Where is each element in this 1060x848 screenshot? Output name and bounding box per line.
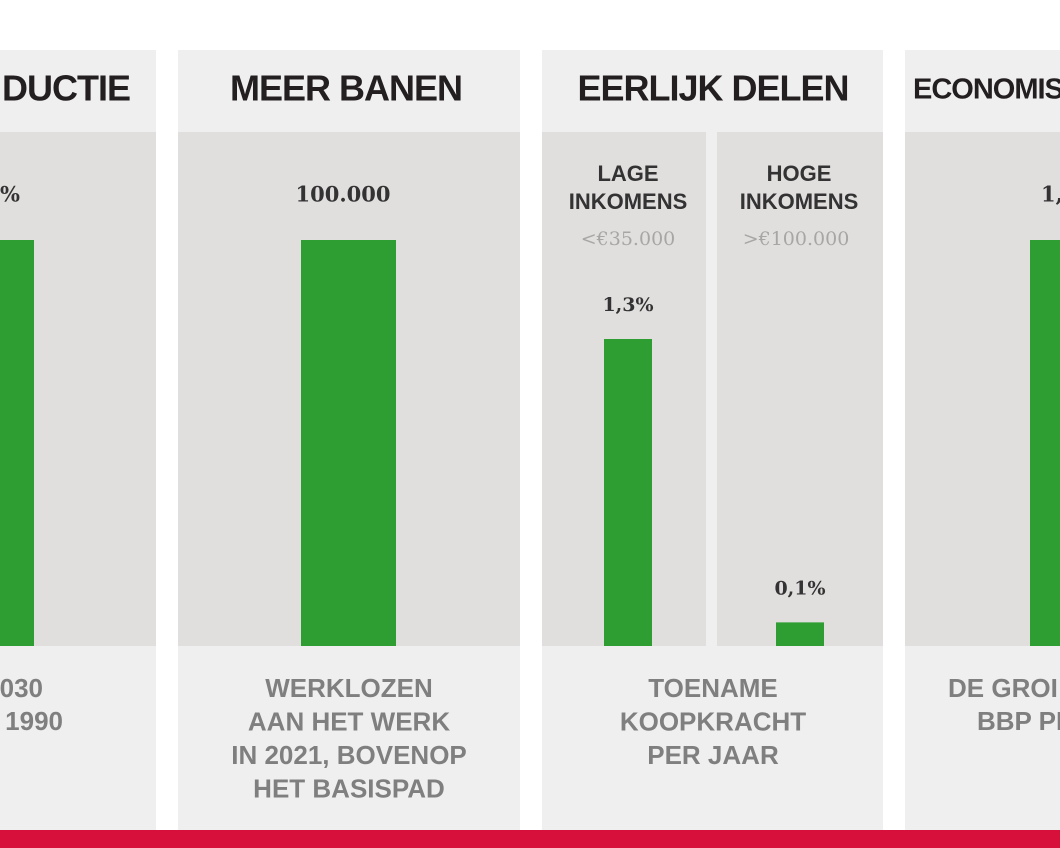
value-label: 1, — [1041, 182, 1060, 207]
panel-footer — [905, 646, 1060, 830]
value-label: 100.000 — [296, 182, 391, 207]
value-label: % — [0, 182, 20, 207]
panel-title: MEER BANEN — [230, 68, 462, 109]
panel-header — [905, 50, 1060, 132]
group-label: LAGE — [597, 161, 658, 186]
caption: HET BASISPAD — [253, 773, 445, 803]
caption: KOOPKRACHT — [620, 706, 806, 736]
panel-footer — [178, 646, 520, 830]
bar — [604, 339, 652, 646]
caption: 030 — [0, 673, 43, 703]
caption: 1990 — [5, 706, 63, 736]
panel-header — [178, 50, 520, 132]
caption: WERKLOZEN — [265, 673, 433, 703]
panel-title: ECONOMIS — [913, 74, 1060, 106]
divider — [706, 132, 717, 646]
panel-backgrounds — [0, 50, 1060, 848]
bar-cropped — [1030, 240, 1060, 646]
bar-cropped — [0, 240, 34, 646]
caption: BBP PI — [977, 706, 1060, 736]
caption: IN 2021, BOVENOP — [231, 740, 467, 770]
bar — [776, 622, 824, 646]
caption: TOENAME — [648, 673, 778, 703]
caption: PER JAAR — [647, 740, 779, 770]
panel-header — [542, 50, 883, 132]
red-strip — [0, 830, 1060, 848]
value-label: 1,3% — [602, 294, 653, 316]
panel-header — [0, 50, 156, 132]
group-label: INKOMENS — [569, 189, 688, 214]
bar — [301, 240, 396, 646]
panel-footer — [0, 646, 156, 830]
panel-title: EERLIJK DELEN — [577, 68, 848, 109]
group-range: <€35.000 — [581, 228, 676, 250]
group-label: HOGE — [767, 161, 832, 186]
panel-title: DUCTIE — [2, 68, 130, 109]
value-label: 0,1% — [774, 577, 825, 599]
group-range: >€100.000 — [743, 228, 850, 250]
panel-body — [717, 132, 883, 646]
panel-footer — [542, 646, 883, 830]
caption: DE GROI — [948, 673, 1058, 703]
group-label: INKOMENS — [740, 189, 859, 214]
caption: AAN HET WERK — [248, 706, 450, 736]
